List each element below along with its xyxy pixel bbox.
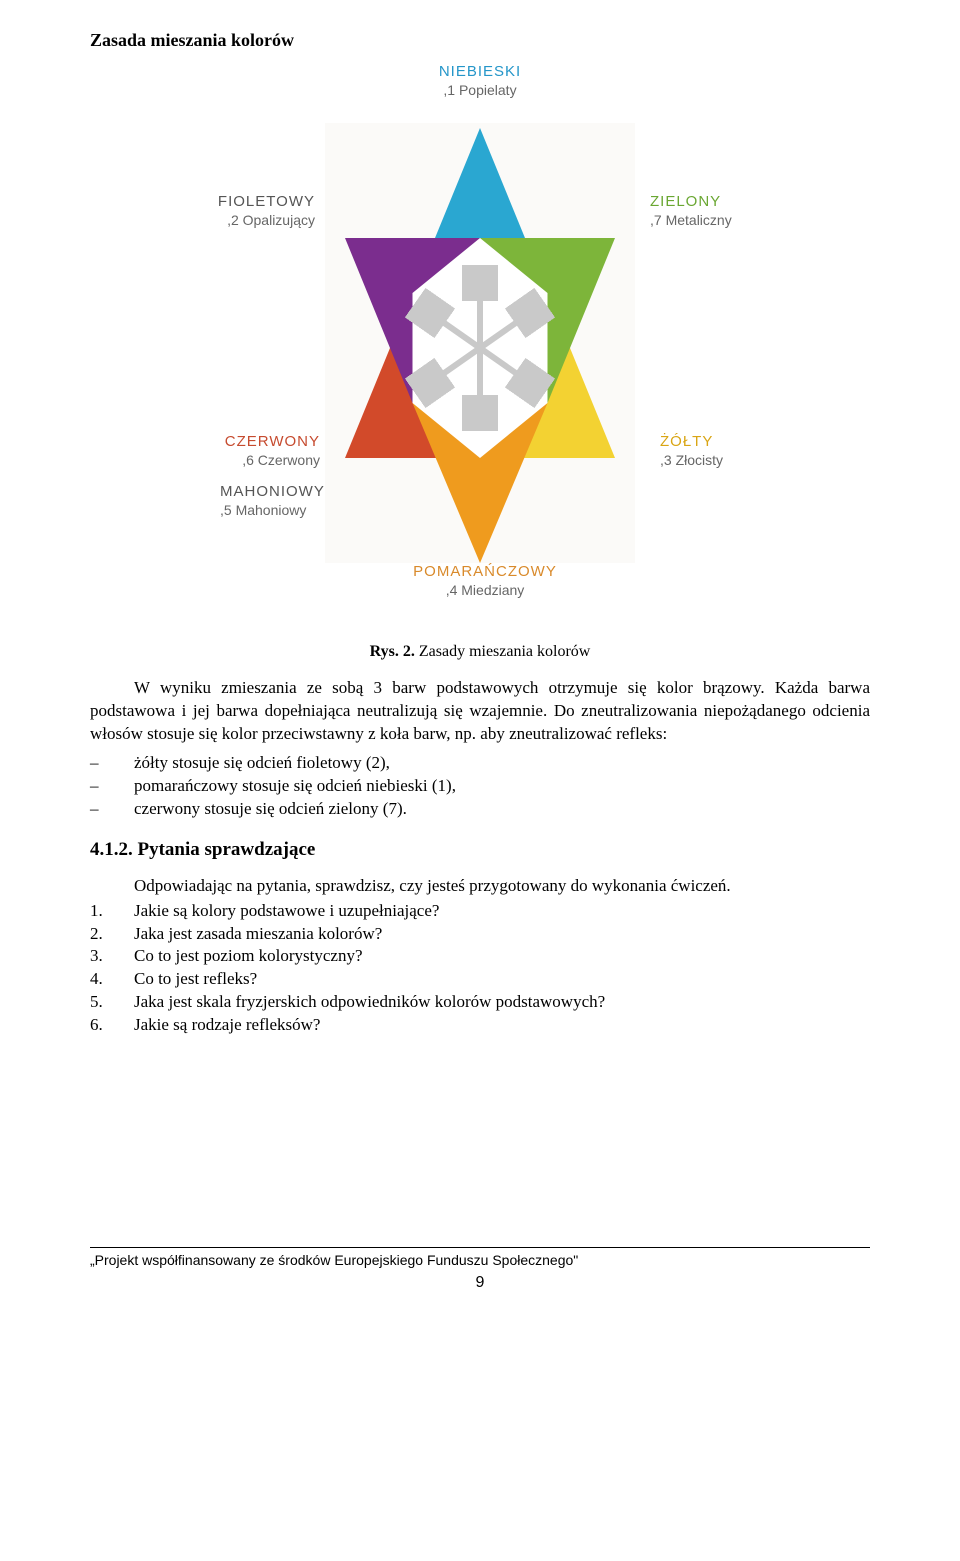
bullet-list: żółty stosuje się odcień fioletowy (2), … xyxy=(90,752,870,821)
question-item: 1. Jakie są kolory podstawowe i uzupełnia… xyxy=(90,900,870,923)
label-bl-sub: ,6 Czerwony xyxy=(190,452,320,468)
label-top: NIEBIESKI ,1 Popielaty xyxy=(420,63,540,98)
q-text: Co to jest refleks? xyxy=(134,969,257,988)
q-num: 6. xyxy=(90,1014,103,1037)
label-bottomright: ŻÓŁTY ,3 Złocisty xyxy=(660,433,800,468)
label-topleft: FIOLETOWY ,2 Opalizujący xyxy=(185,193,315,228)
q-text: Co to jest poziom kolorystyczny? xyxy=(134,946,363,965)
label-bl-title: CZERWONY xyxy=(190,433,320,450)
question-item: 6. Jakie są rodzaje refleksów? xyxy=(90,1014,870,1037)
label-bottom: POMARAŃCZOWY ,4 Miedziany xyxy=(400,563,570,598)
label-tr-title: ZIELONY xyxy=(650,193,790,210)
question-item: 2. Jaka jest zasada mieszania kolorów? xyxy=(90,923,870,946)
label-br-sub: ,3 Złocisty xyxy=(660,452,800,468)
q-num: 4. xyxy=(90,968,103,991)
label-top-title: NIEBIESKI xyxy=(420,63,540,80)
bullet-item: pomarańczowy stosuje się odcień niebiesk… xyxy=(90,775,870,798)
q-text: Jaka jest zasada mieszania kolorów? xyxy=(134,924,382,943)
q-num: 5. xyxy=(90,991,103,1014)
caption-bold: Rys. 2. xyxy=(370,643,415,660)
q-text: Jaka jest skala fryzjerskich odpowiednik… xyxy=(134,992,605,1011)
q-num: 3. xyxy=(90,945,103,968)
page-number: 9 xyxy=(90,1274,870,1292)
label-tl-sub: ,2 Opalizujący xyxy=(185,212,315,228)
label-bottomleft: CZERWONY ,6 Czerwony xyxy=(190,433,320,468)
caption-text: Zasady mieszania kolorów xyxy=(415,643,591,660)
bullet-item: żółty stosuje się odcień fioletowy (2), xyxy=(90,752,870,775)
footer-text: „Projekt współfinansowany ze środków Eur… xyxy=(90,1252,870,1268)
q-text: Jakie są kolory podstawowe i uzupełniają… xyxy=(134,901,439,920)
section-heading: Zasada mieszania kolorów xyxy=(90,30,870,51)
q-text: Jakie są rodzaje refleksów? xyxy=(134,1015,320,1034)
intro-line: Odpowiadając na pytania, sprawdzisz, czy… xyxy=(134,875,870,898)
label-top-sub: ,1 Popielaty xyxy=(420,82,540,98)
question-item: 5. Jaka jest skala fryzjerskich odpowiedn… xyxy=(90,991,870,1014)
questions-list: 1. Jakie są kolory podstawowe i uzupełnia… xyxy=(90,900,870,1038)
label-topright: ZIELONY ,7 Metaliczny xyxy=(650,193,790,228)
bullet-item: czerwony stosuje się odcień zielony (7). xyxy=(90,798,870,821)
label-bottom-title: POMARAŃCZOWY xyxy=(400,563,570,580)
question-item: 4. Co to jest refleks? xyxy=(90,968,870,991)
footer-rule: „Projekt współfinansowany ze środków Eur… xyxy=(90,1247,870,1268)
label-tr-sub: ,7 Metaliczny xyxy=(650,212,790,228)
color-diagram: NIEBIESKI ,1 Popielaty FIOLETOWY ,2 Opal… xyxy=(210,63,750,623)
figure-caption: Rys. 2. Zasady mieszania kolorów xyxy=(90,643,870,661)
label-bottom-sub: ,4 Miedziany xyxy=(400,582,570,598)
label-br-title: ŻÓŁTY xyxy=(660,433,800,450)
label-tl-title: FIOLETOWY xyxy=(185,193,315,210)
question-item: 3. Co to jest poziom kolorystyczny? xyxy=(90,945,870,968)
q-num: 2. xyxy=(90,923,103,946)
subsection-heading: 4.1.2. Pytania sprawdzające xyxy=(90,839,870,861)
q-num: 1. xyxy=(90,900,103,923)
body-paragraph: W wyniku zmieszania ze sobą 3 barw podst… xyxy=(90,677,870,746)
star-of-david-svg xyxy=(325,123,635,563)
